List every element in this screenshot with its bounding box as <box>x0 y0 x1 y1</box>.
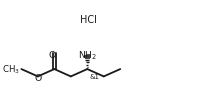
Text: &1: &1 <box>89 73 99 79</box>
Text: NH$_2$: NH$_2$ <box>78 49 97 61</box>
Text: CH$_3$: CH$_3$ <box>2 63 20 76</box>
Text: O: O <box>34 73 41 82</box>
Text: HCl: HCl <box>80 15 97 25</box>
Text: O: O <box>49 51 56 60</box>
